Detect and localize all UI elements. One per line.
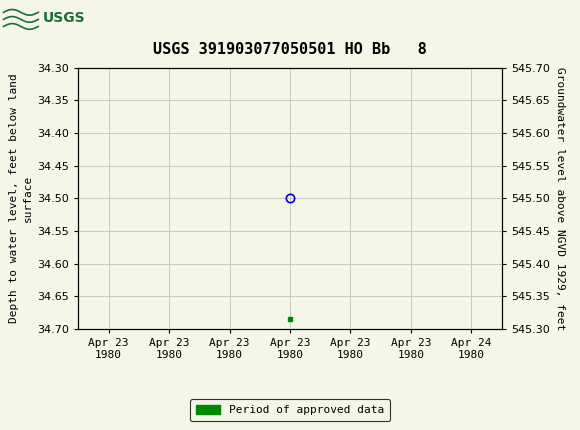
- Y-axis label: Groundwater level above NGVD 1929, feet: Groundwater level above NGVD 1929, feet: [555, 67, 565, 330]
- Text: USGS 391903077050501 HO Bb   8: USGS 391903077050501 HO Bb 8: [153, 42, 427, 57]
- Text: USGS: USGS: [43, 11, 86, 25]
- Legend: Period of approved data: Period of approved data: [190, 399, 390, 421]
- Y-axis label: Depth to water level, feet below land
surface: Depth to water level, feet below land su…: [9, 74, 33, 323]
